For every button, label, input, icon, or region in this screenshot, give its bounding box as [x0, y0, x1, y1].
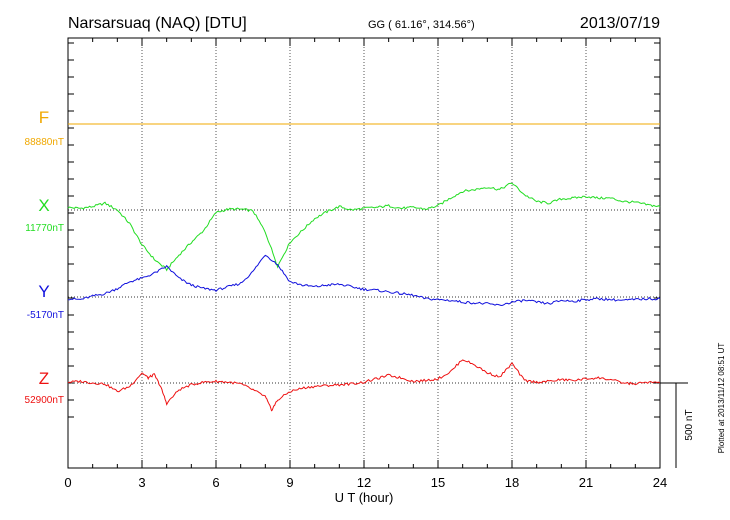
axis-ticks — [67, 38, 661, 468]
series-lines — [67, 123, 661, 412]
x-tick-label: 0 — [64, 475, 71, 490]
series-baseline-f: 88880nT — [25, 137, 64, 148]
series-line-x — [67, 182, 661, 272]
x-tick-labels: 0 3 6 9 12 15 18 21 24 — [64, 475, 667, 490]
series-name-y: Y — [38, 282, 49, 301]
x-tick-label: 21 — [579, 475, 593, 490]
plotted-note: Plotted at 2013/11/12 08:51 UT — [717, 343, 726, 454]
x-tick-label: 6 — [212, 475, 219, 490]
x-tick-label: 9 — [286, 475, 293, 490]
x-tick-label: 24 — [653, 475, 667, 490]
x-tick-label: 12 — [357, 475, 371, 490]
series-baseline-z: 52900nT — [25, 395, 64, 406]
series-labels: F 88880nT X 11770nT Y -5170nT Z 52900nT — [25, 108, 64, 406]
series-baseline-y: -5170nT — [27, 310, 64, 321]
series-line-z — [67, 359, 661, 412]
scale-bar: 500 nT — [660, 382, 695, 468]
series-name-z: Z — [39, 369, 49, 388]
station-title: Narsarsuaq (NAQ) [DTU] — [68, 15, 247, 32]
date-label: 2013/07/19 — [580, 15, 660, 32]
x-tick-label: 3 — [138, 475, 145, 490]
plot-frame — [67, 37, 661, 469]
x-tick-label: 18 — [505, 475, 519, 490]
series-name-f: F — [39, 108, 49, 127]
grid-lines — [141, 38, 587, 468]
series-name-x: X — [38, 196, 49, 215]
series-line-y — [68, 254, 661, 307]
x-axis-label: U T (hour) — [335, 490, 394, 505]
scale-bar-label: 500 nT — [684, 409, 695, 440]
coordinates-label: GG ( 61.16°, 314.56°) — [368, 19, 475, 31]
x-tick-label: 15 — [431, 475, 445, 490]
series-baseline-x: 11770nT — [25, 223, 64, 234]
